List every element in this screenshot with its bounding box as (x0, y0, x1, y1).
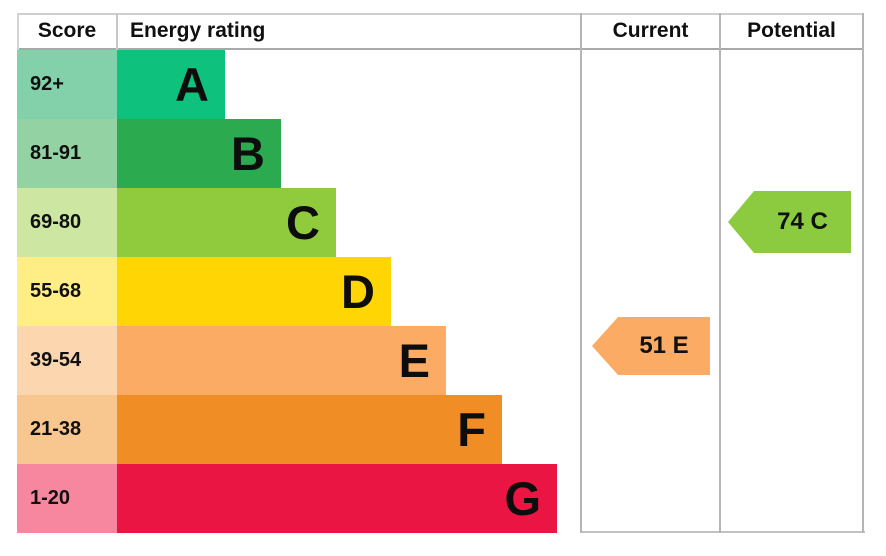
band-bar: C (117, 188, 336, 257)
header-bottom-border (17, 48, 863, 50)
score-column-divider (116, 13, 118, 50)
band-row-g: 1-20 G (17, 464, 863, 533)
current-column-divider (580, 13, 582, 533)
band-row-c: 69-80 C (17, 188, 863, 257)
band-letter: G (504, 472, 541, 525)
potential-column-divider (719, 13, 721, 533)
band-bar: E (117, 326, 446, 395)
band-score-label: 39-54 (17, 326, 117, 395)
score-header-label: Score (37, 18, 97, 42)
band-letter: E (398, 334, 430, 387)
band-letter: B (231, 127, 265, 180)
band-score-label: 92+ (17, 50, 117, 119)
current-rating-label: 51 E (618, 317, 710, 375)
band-bar: F (117, 395, 502, 464)
header-left-border (17, 13, 19, 50)
band-bar: D (117, 257, 391, 326)
band-row-f: 21-38 F (17, 395, 863, 464)
band-bar: G (117, 464, 557, 533)
current-header-label: Current (612, 18, 689, 42)
band-letter: F (457, 403, 486, 456)
potential-rating-label: 74 C (754, 191, 851, 253)
band-letter: D (341, 265, 375, 318)
band-row-e: 39-54 E (17, 326, 863, 395)
band-row-b: 81-91 B (17, 119, 863, 188)
band-score-label: 1-20 (17, 464, 117, 533)
band-score-label: 21-38 (17, 395, 117, 464)
band-score-label: 81-91 (17, 119, 117, 188)
left-arrow-point-icon (592, 317, 618, 375)
band-bar: B (117, 119, 281, 188)
band-row-a: 92+ A (17, 50, 863, 119)
potential-rating-arrow: 74 C (728, 191, 851, 253)
band-bar: A (117, 50, 225, 119)
table-top-border (17, 13, 863, 15)
left-arrow-point-icon (728, 191, 754, 253)
rating-columns-bottom-border (580, 531, 865, 533)
energy-rating-header-label: Energy rating (130, 18, 266, 42)
band-score-label: 69-80 (17, 188, 117, 257)
potential-header-label: Potential (747, 18, 836, 42)
band-letter: C (286, 196, 320, 249)
current-rating-arrow: 51 E (592, 317, 710, 375)
band-score-label: 55-68 (17, 257, 117, 326)
band-row-d: 55-68 D (17, 257, 863, 326)
table-right-border (862, 13, 864, 533)
band-letter: A (175, 58, 209, 111)
